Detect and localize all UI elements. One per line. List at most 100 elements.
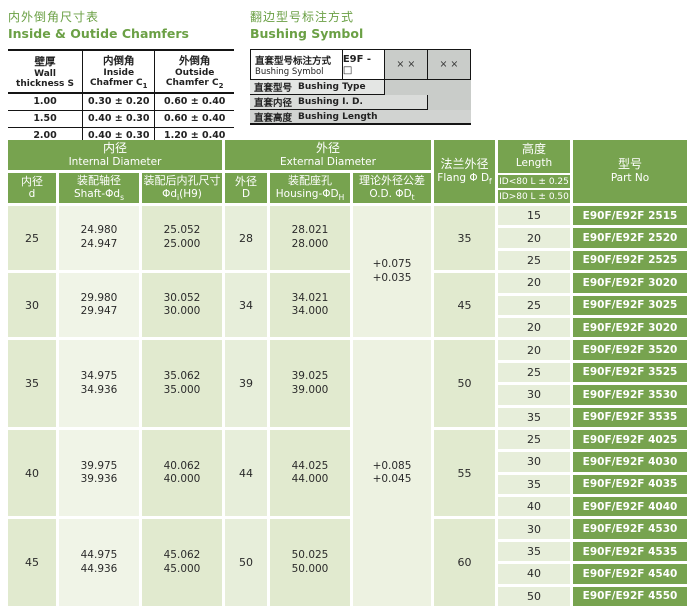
housing-cell: 50.025 50.000 [270, 519, 350, 607]
header-length-tol-small: ID<80 L ± 0.25 [498, 175, 570, 188]
table-cell: 0.30 ± 0.20 [82, 92, 155, 111]
od-tolerance-cell: +0.075 +0.035 [353, 206, 431, 338]
part-no-cell: E90F/E92F 4025 [573, 429, 687, 450]
shaft-cell: 34.975 34.936 [59, 340, 139, 427]
table-cell: 1.00 [8, 92, 83, 111]
bore-cell: 45.062 45.000 [142, 519, 222, 607]
flange-cell: 55 [434, 429, 495, 517]
length-cell: 20 [498, 317, 570, 338]
legend-bushing-id: 直套内径 Bushing I. D. [250, 95, 428, 110]
shaft-cell: 39.975 39.936 [59, 429, 139, 517]
shaft-cell: 29.980 29.947 [59, 273, 139, 338]
part-no-cell: E90F/E92F 2520 [573, 228, 687, 248]
length-cell: 30 [498, 385, 570, 405]
legend-bushing-type: 直套型号 Bushing Type [250, 80, 385, 95]
length-cell: 25 [498, 295, 570, 315]
part-no-cell: E90F/E92F 4550 [573, 586, 687, 607]
flange-cell: 45 [434, 273, 495, 338]
inner-d-cell: 35 [8, 340, 56, 427]
header-od-tolerance: 理论外径公差 O.D. ΦDt [353, 173, 431, 203]
inner-d-cell: 40 [8, 429, 56, 517]
header-assembled-bore-en: Φdi(H9) [162, 187, 202, 202]
bore-cell: 25.052 25.000 [142, 206, 222, 271]
length-cell: 35 [498, 541, 570, 562]
header-od-tolerance-en: O.D. ΦDt [369, 187, 415, 202]
header-housing-en: Housing-ΦDH [275, 187, 345, 202]
bushing-symbol-diagram: 直套型号标注方式 Bushing Symbol E9F - □ × × × × … [250, 49, 471, 125]
length-cell: 25 [498, 362, 570, 383]
chamfer-col-outside: 外倒角 Outside Chamfer C2 [154, 50, 234, 94]
legend-bushing-length-en: Bushing Length [298, 111, 378, 122]
part-no-cell: E90F/E92F 4040 [573, 497, 687, 517]
bushing-id-placeholder: × × [384, 49, 428, 80]
bushing-length-placeholder: × × [427, 49, 471, 80]
header-flange-zh: 法兰外径 [440, 156, 489, 171]
flange-cell: 60 [434, 519, 495, 607]
header-shaft-zh: 装配轴径 [77, 173, 121, 187]
bushing-symbol-label: 直套型号标注方式 Bushing Symbol [250, 49, 343, 80]
header-length-en: Length [515, 157, 553, 170]
length-cell: 15 [498, 206, 570, 226]
table-row: 1.00 0.30 ± 0.20 0.60 ± 0.40 [8, 92, 234, 111]
length-cell: 40 [498, 497, 570, 517]
length-cell: 35 [498, 474, 570, 495]
header-external-diameter: 外径 External Diameter [225, 140, 431, 170]
chamfer-col-inside-zh: 内倒角 [102, 55, 135, 67]
part-no-cell: E90F/E92F 3025 [573, 295, 687, 315]
chamfer-col-wall-zh: 壁厚 [34, 55, 56, 68]
legend-bushing-length: 直套高度 Bushing Length [250, 110, 471, 125]
header-internal-diameter-zh: 内径 [102, 140, 127, 155]
outer-d-cell: 44 [225, 429, 267, 517]
header-length-title: 高度 Length [498, 140, 570, 173]
part-no-cell: E90F/E92F 3020 [573, 317, 687, 338]
header-length-zh: 高度 [521, 142, 546, 157]
header-external-diameter-en: External Diameter [280, 155, 376, 168]
part-no-cell: E90F/E92F 4030 [573, 452, 687, 472]
chamfer-title-en: Inside & Outide Chamfers [8, 26, 189, 41]
legend-bushing-type-zh: 直套型号 [254, 83, 293, 94]
length-cell: 20 [498, 340, 570, 360]
part-no-cell: E90F/E92F 2515 [573, 206, 687, 226]
part-no-cell: E90F/E92F 4530 [573, 519, 687, 539]
header-assembled-bore: 装配后内孔尺寸 Φdi(H9) [142, 173, 222, 203]
chamfer-col-inside: 内倒角 Inside Chafmer C1 [82, 50, 155, 94]
legend-bushing-id-en: Bushing I. D. [298, 97, 363, 107]
housing-cell: 34.021 34.000 [270, 273, 350, 338]
header-outer-d: 外径 D [225, 173, 267, 203]
legend-bushing-length-zh: 直套高度 [254, 112, 293, 124]
bore-cell: 35.062 35.000 [142, 340, 222, 427]
header-length-tol-large: ID>80 L ± 0.50 [498, 190, 570, 203]
bushing-symbol-label-zh: 直套型号标注方式 [255, 55, 332, 67]
length-cell: 25 [498, 250, 570, 271]
part-no-cell: E90F/E92F 3535 [573, 407, 687, 427]
header-length: 高度 Length ID<80 L ± 0.25 ID>80 L ± 0.50 [498, 140, 570, 203]
part-no-cell: E90F/E92F 3525 [573, 362, 687, 383]
length-cell: 40 [498, 564, 570, 584]
main-table: 内径 Internal Diameter 外径 External Diamete… [8, 140, 687, 607]
table-cell: 0.40 ± 0.30 [82, 110, 155, 128]
part-no-cell: E90F/E92F 3520 [573, 340, 687, 360]
flange-cell: 35 [434, 206, 495, 271]
bushing-type-code: E9F - □ [342, 49, 385, 80]
header-outer-d-en: D [241, 188, 251, 201]
header-assembled-bore-zh: 装配后内孔尺寸 [143, 173, 221, 187]
outer-d-cell: 39 [225, 340, 267, 427]
bore-cell: 30.052 30.000 [142, 273, 222, 338]
chamfer-col-inside-en: Inside Chafmer C1 [89, 68, 148, 90]
part-no-cell: E90F/E92F 4035 [573, 474, 687, 495]
header-part-no-en: Part No [610, 172, 650, 185]
header-shaft-en: Shaft-Φds [73, 187, 125, 202]
inner-d-cell: 30 [8, 273, 56, 338]
table-cell: 0.60 ± 0.40 [154, 110, 234, 128]
header-part-no-zh: 型号 [617, 157, 642, 172]
bushing-symbol-section: 翻边型号标注方式 Bushing Symbol 直套型号标注方式 Bushing… [250, 8, 471, 125]
shaft-cell: 24.980 24.947 [59, 206, 139, 271]
header-housing: 装配座孔 Housing-ΦDH [270, 173, 350, 203]
length-cell: 20 [498, 228, 570, 248]
outer-d-cell: 50 [225, 519, 267, 607]
header-housing-zh: 装配座孔 [288, 173, 332, 187]
chamfer-col-outside-en: Outside Chamfer C2 [165, 68, 224, 90]
table-cell: 1.50 [8, 110, 83, 128]
header-inner-d: 内径 d [8, 173, 56, 203]
length-cell: 35 [498, 407, 570, 427]
